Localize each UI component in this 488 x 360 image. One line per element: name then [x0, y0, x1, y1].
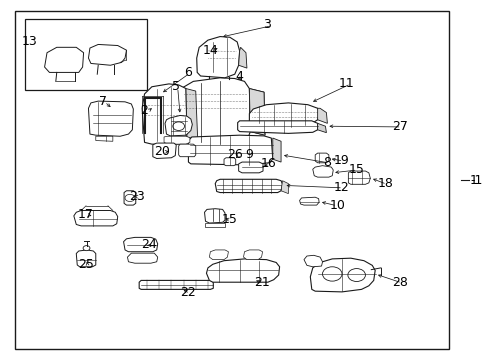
Text: 2: 2: [141, 104, 148, 117]
Text: 13: 13: [22, 35, 38, 49]
Polygon shape: [164, 116, 192, 136]
Polygon shape: [178, 78, 250, 146]
Polygon shape: [178, 144, 195, 157]
Polygon shape: [204, 223, 224, 226]
Bar: [25, 19, 147, 90]
Bar: [15, 12, 448, 348]
Text: 28: 28: [392, 276, 407, 289]
Polygon shape: [299, 197, 319, 205]
Polygon shape: [74, 211, 118, 226]
Text: 16: 16: [261, 157, 276, 170]
Polygon shape: [204, 209, 224, 223]
Polygon shape: [347, 171, 369, 184]
Polygon shape: [304, 255, 322, 267]
Text: 12: 12: [333, 181, 349, 194]
Circle shape: [219, 44, 225, 49]
Text: 4: 4: [235, 69, 243, 82]
Polygon shape: [237, 121, 317, 134]
Polygon shape: [123, 237, 158, 252]
Polygon shape: [224, 158, 235, 166]
Polygon shape: [317, 123, 326, 133]
Text: 17: 17: [78, 208, 94, 221]
Text: 20: 20: [153, 145, 169, 158]
Polygon shape: [215, 179, 282, 193]
Polygon shape: [312, 166, 332, 177]
Polygon shape: [281, 181, 288, 194]
Polygon shape: [142, 84, 186, 144]
Polygon shape: [88, 101, 133, 136]
Text: 27: 27: [392, 120, 407, 133]
Polygon shape: [238, 162, 263, 173]
Polygon shape: [315, 153, 328, 163]
Text: 9: 9: [245, 148, 253, 161]
Polygon shape: [153, 143, 176, 158]
Text: 25: 25: [78, 258, 94, 271]
Circle shape: [83, 246, 90, 251]
Polygon shape: [238, 47, 246, 68]
Polygon shape: [249, 89, 264, 135]
Text: 6: 6: [184, 66, 192, 79]
Polygon shape: [317, 108, 327, 123]
Text: 10: 10: [328, 199, 345, 212]
Text: 19: 19: [333, 154, 349, 167]
Polygon shape: [127, 253, 158, 263]
Polygon shape: [76, 250, 96, 267]
Circle shape: [172, 122, 184, 131]
Polygon shape: [124, 191, 136, 205]
Text: 15: 15: [222, 213, 237, 226]
Text: 5: 5: [172, 80, 180, 93]
Text: 7: 7: [99, 95, 107, 108]
Polygon shape: [243, 250, 262, 260]
Polygon shape: [185, 89, 197, 140]
Text: 11: 11: [338, 77, 354, 90]
Circle shape: [125, 194, 135, 202]
Text: -1: -1: [469, 174, 482, 186]
Polygon shape: [209, 250, 228, 260]
Text: 14: 14: [202, 44, 218, 57]
Text: 23: 23: [129, 190, 145, 203]
Text: 22: 22: [180, 287, 196, 300]
Polygon shape: [249, 89, 264, 135]
Text: 18: 18: [377, 177, 393, 190]
Polygon shape: [310, 258, 374, 292]
Polygon shape: [96, 136, 113, 141]
Polygon shape: [196, 37, 239, 78]
Text: 1: 1: [469, 174, 477, 186]
Circle shape: [347, 269, 365, 282]
Polygon shape: [272, 138, 281, 162]
Polygon shape: [249, 103, 320, 127]
Text: 3: 3: [263, 18, 271, 31]
Text: 15: 15: [348, 163, 364, 176]
Text: 24: 24: [141, 238, 157, 251]
Polygon shape: [206, 259, 279, 282]
Circle shape: [322, 267, 341, 281]
Text: 8: 8: [323, 156, 331, 168]
Polygon shape: [188, 135, 272, 165]
Polygon shape: [139, 280, 213, 289]
Polygon shape: [163, 136, 189, 144]
Text: 26: 26: [226, 148, 242, 161]
Text: 21: 21: [253, 276, 269, 289]
